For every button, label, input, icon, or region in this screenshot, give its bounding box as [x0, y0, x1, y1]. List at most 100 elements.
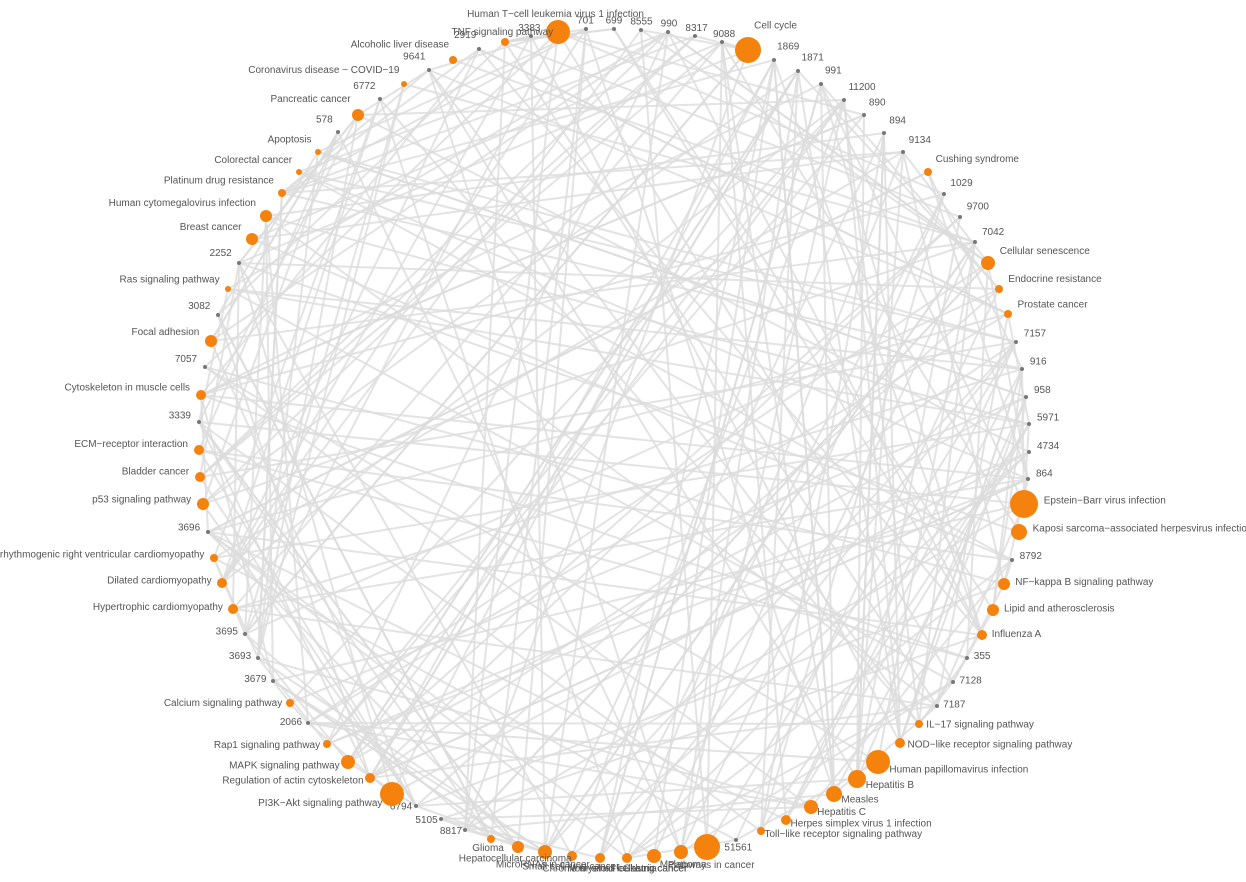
gene-label: 9088 [713, 29, 736, 40]
pathway-node [217, 578, 227, 588]
pathway-node [538, 845, 552, 859]
pathway-label: Hepatitis B [866, 780, 915, 791]
gene-label: 3339 [169, 410, 192, 421]
edge [227, 288, 1030, 425]
edge [680, 70, 799, 853]
gene-label: 8317 [685, 23, 708, 34]
gene-node [256, 656, 260, 660]
gene-label: 6772 [353, 81, 376, 92]
pathway-label: Hypertrophic cardiomyopathy [93, 602, 223, 613]
pathway-label: Colorectal cancer [214, 155, 292, 166]
pathway-label: Cushing syndrome [936, 154, 1020, 165]
edge [232, 368, 1023, 610]
edge [415, 778, 858, 807]
gene-node [1026, 477, 1030, 481]
edge [207, 531, 519, 848]
gene-node [336, 130, 340, 134]
edge [198, 421, 371, 779]
edge [272, 503, 1025, 682]
edge [785, 423, 1030, 821]
pathway-node [401, 81, 407, 87]
edge [706, 341, 1017, 848]
pathway-node [487, 835, 495, 843]
edge [440, 818, 519, 848]
pathway-node [987, 604, 999, 616]
gene-label: 3383 [518, 23, 541, 34]
gene-node [639, 28, 643, 32]
pathway-node [1011, 524, 1027, 540]
gene-node [1027, 422, 1031, 426]
pathway-node [512, 841, 524, 853]
gene-node [734, 838, 738, 842]
gene-node [666, 30, 670, 34]
pathway-label: Small cell lung cancer [522, 862, 620, 873]
edge [217, 314, 492, 840]
edge [357, 114, 1030, 453]
gene-label: 991 [825, 66, 842, 77]
pathway-label: Melanoma [660, 859, 707, 870]
gene-label: 3679 [244, 674, 267, 685]
edge [199, 341, 1017, 478]
edge [204, 31, 559, 368]
edge [379, 98, 920, 725]
pathway-label: TNF signaling pathway [451, 27, 553, 38]
edge [464, 262, 989, 831]
edge [207, 531, 655, 857]
gene-node [958, 215, 962, 219]
edge [213, 557, 246, 635]
gene-node [271, 679, 275, 683]
pathway-label: Regulation of actin cytoskeleton [222, 776, 363, 787]
edge [428, 69, 682, 853]
pathway-label: Coronavirus disease − COVID−19 [248, 65, 400, 76]
gene-label: 1869 [777, 41, 800, 52]
edge [530, 35, 546, 853]
edge [326, 478, 1029, 745]
gene-node [935, 704, 939, 708]
gene-node [693, 34, 697, 38]
pathway-label: Human T−cell leukemia virus 1 infection [467, 9, 644, 20]
gene-label: 3696 [178, 522, 201, 533]
edge [369, 705, 938, 779]
gene-node [216, 313, 220, 317]
pathway-node [735, 37, 761, 63]
edge [281, 59, 775, 194]
gene-node [306, 721, 310, 725]
gene-node [1014, 340, 1018, 344]
pathway-node [246, 233, 258, 245]
edge [213, 98, 381, 559]
gene-label: 11200 [848, 82, 876, 93]
edge [251, 41, 723, 240]
edge [207, 171, 929, 533]
edge [504, 41, 938, 707]
pathway-label: Alcoholic liver disease [351, 39, 450, 50]
gene-label: 2252 [210, 248, 233, 259]
pathway-label: MAPK signaling pathway [229, 761, 340, 772]
edge [530, 35, 901, 744]
edge [307, 313, 1009, 724]
gene-node [1010, 558, 1014, 562]
edge [244, 633, 492, 840]
edge [464, 31, 559, 831]
edge [403, 83, 976, 243]
gene-label: 3695 [216, 626, 239, 637]
pathway-node [296, 169, 302, 175]
edge [918, 241, 976, 725]
pathway-node [194, 445, 204, 455]
edge [785, 368, 1023, 821]
pathway-label: Non−small cell lung cancer [567, 864, 687, 875]
pathway-node [225, 286, 231, 292]
gene-label: 5105 [415, 815, 438, 826]
pathway-label: Human papillomavirus infection [889, 765, 1028, 776]
edge [199, 262, 240, 478]
pathway-label: Hepatocellular carcinoma [459, 853, 572, 864]
pathway-label: PI3K−Akt signaling pathway [258, 798, 382, 809]
pathway-node [197, 498, 209, 510]
edge [557, 31, 865, 116]
edge [428, 69, 1009, 315]
gene-node [612, 27, 616, 31]
gene-node [203, 365, 207, 369]
edge [452, 59, 976, 243]
gene-node [584, 27, 588, 31]
gene-label: 1029 [950, 178, 973, 189]
